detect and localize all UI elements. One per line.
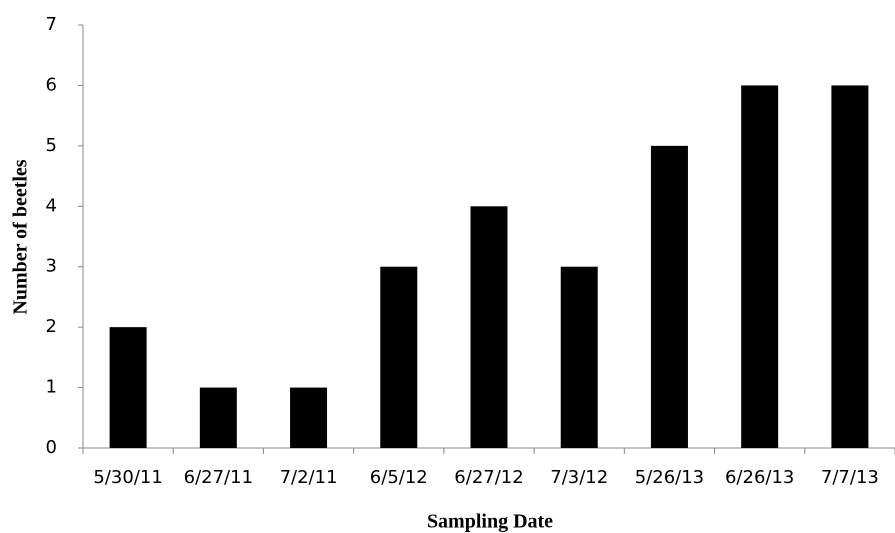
- y-axis-title: Number of beetles: [10, 159, 32, 314]
- y-tick-label: 3: [46, 256, 57, 277]
- bar: [470, 206, 508, 448]
- bar: [109, 327, 147, 448]
- x-tick-label: 7/7/13: [821, 467, 879, 488]
- y-tick-label: 7: [46, 14, 57, 35]
- y-tick-label: 5: [46, 135, 57, 156]
- x-tick-label: 6/5/12: [370, 467, 428, 488]
- x-tick-label: 5/26/13: [635, 467, 704, 488]
- y-tick-label: 6: [46, 74, 57, 95]
- bar: [650, 145, 688, 448]
- x-tick-label: 7/2/11: [280, 467, 338, 488]
- x-tick-label: 6/27/11: [184, 467, 253, 488]
- x-tick-label: 6/26/13: [725, 467, 794, 488]
- y-tick-label: 1: [46, 377, 57, 398]
- y-tick-label: 2: [46, 316, 57, 337]
- bar: [560, 266, 598, 448]
- bar: [290, 387, 328, 448]
- bar: [199, 387, 237, 448]
- x-tick-label: 6/27/12: [454, 467, 523, 488]
- bar: [380, 266, 418, 448]
- y-tick-label: 4: [46, 195, 57, 216]
- bar: [831, 85, 869, 448]
- y-tick-label: 0: [46, 437, 57, 458]
- x-tick-label: 7/3/12: [550, 467, 608, 488]
- x-tick-label: 5/30/11: [93, 467, 162, 488]
- x-axis-title: Sampling Date: [427, 511, 553, 533]
- bar: [741, 85, 779, 448]
